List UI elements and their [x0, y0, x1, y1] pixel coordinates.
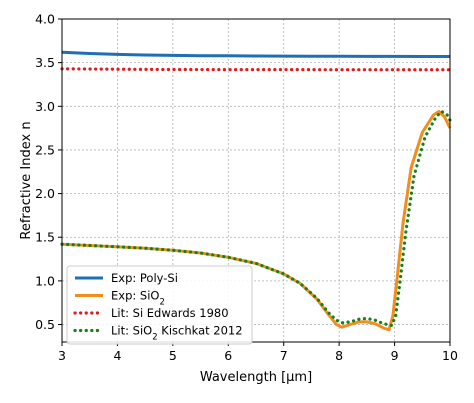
x-tick-label: 10	[442, 348, 458, 363]
x-tick-label: 5	[169, 348, 177, 363]
x-tick-label: 6	[224, 348, 232, 363]
plot-frame	[61, 18, 451, 343]
x-tick-label: 7	[280, 348, 288, 363]
legend-label: Lit: Si Edwards 1980	[111, 306, 229, 320]
x-tick-label: 4	[113, 348, 121, 363]
x-axis-title: Wavelength [μm]	[200, 370, 312, 385]
legend-label: Exp: Poly-Si	[111, 271, 178, 285]
y-tick-label: 1.0	[35, 273, 55, 288]
series-lines	[60, 50, 452, 332]
x-tick-label: 3	[58, 348, 66, 363]
y-tick-label: 1.5	[35, 230, 55, 245]
x-tick-label: 8	[335, 348, 343, 363]
legend-label: Exp: SiO2	[111, 289, 165, 308]
y-axis-title: Refractive Index n	[19, 121, 34, 239]
series-line	[60, 67, 452, 72]
series-line	[61, 50, 450, 58]
y-tick-label: 2.5	[35, 142, 55, 157]
series-line	[60, 109, 452, 327]
legend-label: Lit: SiO2 Kischkat 2012	[111, 324, 243, 343]
legend-box	[66, 265, 253, 345]
y-tick-label: 0.5	[35, 317, 55, 332]
y-tick-label: 4.0	[35, 12, 55, 27]
y-tick-label: 2.0	[35, 186, 55, 201]
y-tick-label: 3.0	[35, 99, 55, 114]
y-tick-label: 3.5	[35, 55, 55, 70]
x-tick-label: 9	[391, 348, 399, 363]
axis-ticks: 3 4 5 6 7 8 9 10 0.5 1.0 1.5 2.0 2.5 3.0 3.5 4.0	[35, 12, 458, 364]
